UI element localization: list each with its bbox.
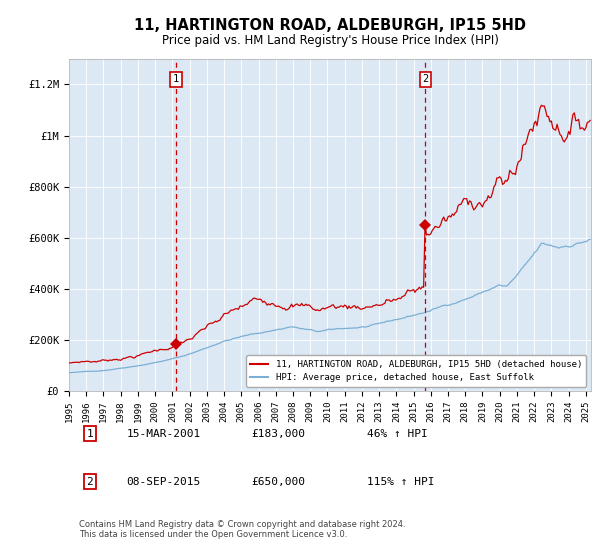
- Text: 08-SEP-2015: 08-SEP-2015: [127, 477, 200, 487]
- Text: 1: 1: [173, 74, 179, 84]
- Text: £650,000: £650,000: [252, 477, 306, 487]
- Text: Price paid vs. HM Land Registry's House Price Index (HPI): Price paid vs. HM Land Registry's House …: [161, 34, 499, 48]
- Text: 2: 2: [86, 477, 93, 487]
- Text: 46% ↑ HPI: 46% ↑ HPI: [367, 428, 427, 438]
- Text: 1: 1: [86, 428, 93, 438]
- Text: 2: 2: [422, 74, 428, 84]
- Text: £183,000: £183,000: [252, 428, 306, 438]
- Legend: 11, HARTINGTON ROAD, ALDEBURGH, IP15 5HD (detached house), HPI: Average price, d: 11, HARTINGTON ROAD, ALDEBURGH, IP15 5HD…: [246, 355, 586, 387]
- Text: 115% ↑ HPI: 115% ↑ HPI: [367, 477, 434, 487]
- Text: Contains HM Land Registry data © Crown copyright and database right 2024.
This d: Contains HM Land Registry data © Crown c…: [79, 520, 406, 539]
- Text: 11, HARTINGTON ROAD, ALDEBURGH, IP15 5HD: 11, HARTINGTON ROAD, ALDEBURGH, IP15 5HD: [134, 18, 526, 32]
- Text: 15-MAR-2001: 15-MAR-2001: [127, 428, 200, 438]
